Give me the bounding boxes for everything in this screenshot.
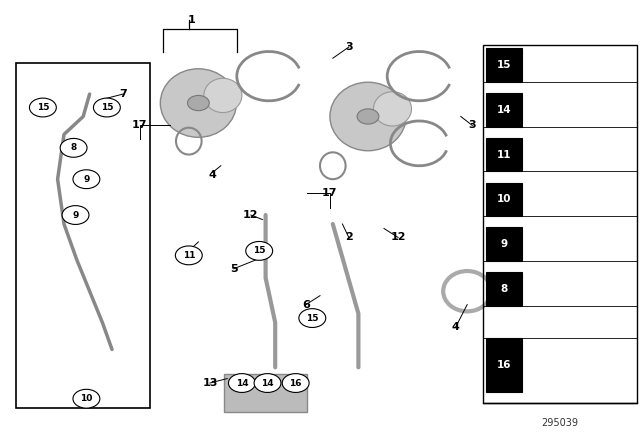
Circle shape [282,374,309,392]
Bar [486,272,522,306]
Text: 15: 15 [497,60,511,70]
Ellipse shape [357,109,379,124]
Bar [486,338,522,392]
Text: 295039: 295039 [541,418,579,428]
Text: 1: 1 [188,15,196,25]
Ellipse shape [204,78,242,112]
Bar [486,48,522,82]
Text: 11: 11 [497,150,511,159]
Bar [486,93,522,127]
Circle shape [228,374,255,392]
Text: 3: 3 [468,121,476,130]
Bar [486,227,522,261]
Ellipse shape [188,95,209,111]
Text: 15: 15 [36,103,49,112]
Text: 10: 10 [80,394,93,403]
Ellipse shape [330,82,406,151]
Text: 16: 16 [497,360,511,370]
Text: 15: 15 [253,246,266,255]
Text: 4: 4 [209,170,216,180]
Text: 17: 17 [132,121,147,130]
Text: 4: 4 [452,322,460,332]
Text: 2: 2 [345,233,353,242]
Text: 8: 8 [500,284,508,294]
Circle shape [254,374,281,392]
Ellipse shape [160,69,237,137]
Circle shape [175,246,202,265]
Text: 5: 5 [230,264,237,274]
Bar [483,45,637,403]
Bar [486,138,522,171]
Text: 10: 10 [497,194,511,204]
Text: 15: 15 [306,314,319,323]
Circle shape [246,241,273,260]
Circle shape [29,98,56,117]
Text: 6: 6 [302,300,310,310]
Text: 15: 15 [100,103,113,112]
Ellipse shape [373,92,412,126]
Text: 13: 13 [202,378,218,388]
Circle shape [60,138,87,157]
Text: 14: 14 [497,105,511,115]
Text: 12: 12 [243,210,259,220]
Circle shape [62,206,89,224]
Text: 12: 12 [390,233,406,242]
Circle shape [73,170,100,189]
Text: 9: 9 [83,175,90,184]
Text: 7: 7 [119,89,127,99]
Circle shape [73,389,100,408]
Bar [224,374,307,412]
Bar [486,183,522,216]
Text: 11: 11 [182,251,195,260]
Text: 9: 9 [500,239,508,249]
Bar [16,63,150,408]
Circle shape [93,98,120,117]
Text: 14: 14 [236,379,248,388]
Text: 17: 17 [322,188,337,198]
Circle shape [299,309,326,327]
Text: 3: 3 [345,42,353,52]
Text: 8: 8 [70,143,77,152]
Text: 14: 14 [261,379,274,388]
Text: 16: 16 [289,379,302,388]
Text: 9: 9 [72,211,79,220]
